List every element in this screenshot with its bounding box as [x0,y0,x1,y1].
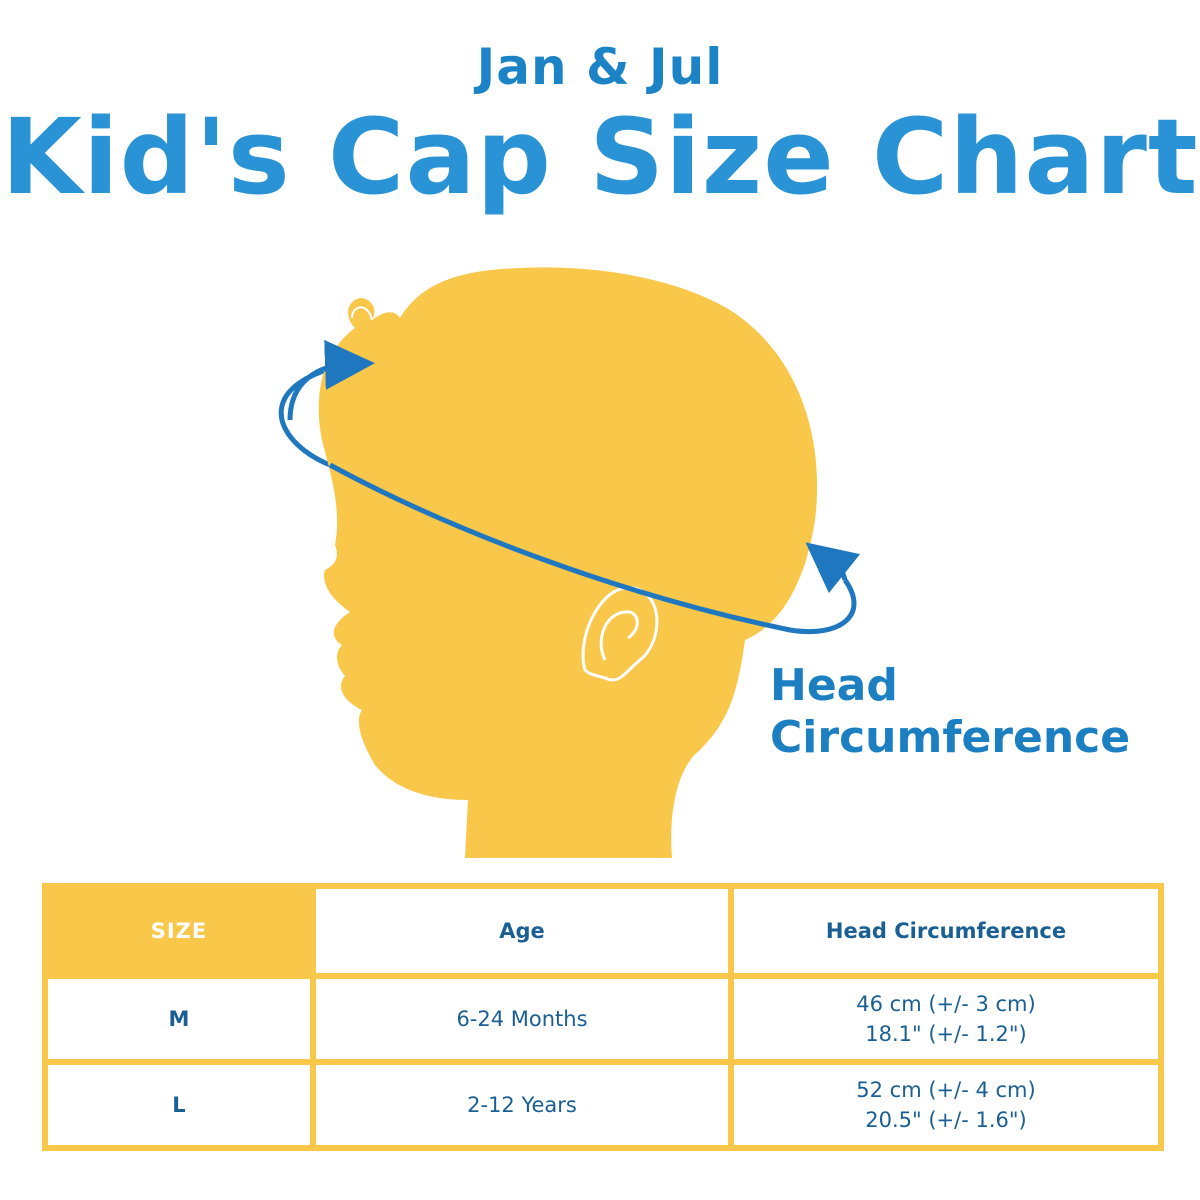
head-circumference-label: Head Circumference [770,660,1130,764]
size-table: SIZE Age Head Circumference M 6-24 Month… [42,883,1164,1151]
circumference-cell: 46 cm (+/- 3 cm) 18.1" (+/- 1.2") [728,973,1164,1065]
head-silhouette [318,267,818,858]
circumference-cm: 52 cm (+/- 4 cm) [856,1078,1036,1102]
brand-name: Jan & Jul [476,38,724,96]
arrow-top [287,339,375,421]
header-head-circumference: Head Circumference [728,883,1164,979]
circumference-cell: 52 cm (+/- 4 cm) 20.5" (+/- 1.6") [728,1059,1164,1151]
table-row: L 2-12 Years 52 cm (+/- 4 cm) 20.5" (+/-… [42,1059,1164,1151]
age-cell: 2-12 Years [310,1059,734,1151]
header-size: SIZE [42,883,316,979]
age-cell: 6-24 Months [310,973,734,1065]
arrow-bottom [805,542,861,594]
table-row: M 6-24 Months 46 cm (+/- 3 cm) 18.1" (+/… [42,973,1164,1065]
page-title: Kid's Cap Size Chart [1,96,1199,218]
table-header-row: SIZE Age Head Circumference [42,883,1164,979]
child-head-illustration [278,267,861,858]
annotation-line-2: Circumference [770,712,1131,763]
circumference-in: 18.1" (+/- 1.2") [865,1022,1027,1046]
hair-curl [351,306,373,321]
header-age: Age [310,883,734,979]
circumference-cm: 46 cm (+/- 3 cm) [856,992,1036,1016]
measure-orbit-front [328,462,857,635]
eye-lash [337,573,359,581]
size-cell: M [42,973,316,1065]
ear-icon [581,586,659,682]
size-cell: L [42,1059,316,1151]
annotation-line-1: Head [770,660,898,711]
circumference-in: 20.5" (+/- 1.6") [865,1108,1027,1132]
